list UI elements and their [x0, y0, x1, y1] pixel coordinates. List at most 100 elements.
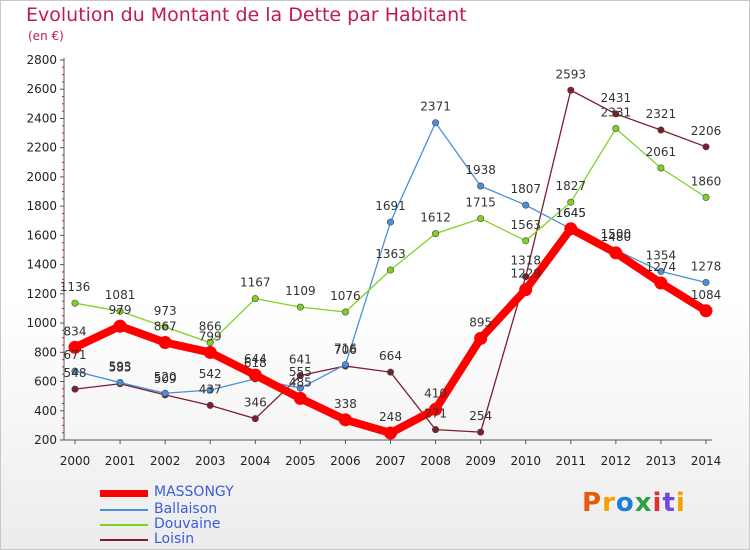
data-label-douvaine: 1612 — [420, 211, 451, 225]
data-label-douvaine: 973 — [154, 304, 177, 318]
data-point-douvaine — [386, 266, 394, 274]
data-label-ballaison: 1645 — [556, 206, 587, 220]
logo-letter: o — [615, 488, 635, 518]
legend-swatch-massongy — [100, 490, 148, 497]
data-label-massongy: 1480 — [601, 230, 632, 244]
x-tick-label: 2006 — [330, 454, 361, 468]
data-point-ballaison — [71, 367, 79, 375]
data-point-douvaine — [206, 339, 214, 347]
data-point-ballaison — [116, 379, 124, 387]
data-point-douvaine — [116, 307, 124, 315]
chart-unit: (en €) — [28, 29, 64, 43]
data-label-ballaison: 1807 — [510, 182, 541, 196]
x-tick-label: 2011 — [556, 454, 587, 468]
data-label-ballaison: 542 — [199, 367, 222, 381]
data-point-loisin — [296, 372, 304, 380]
data-label-ballaison: 1354 — [646, 248, 677, 262]
data-point-massongy — [699, 304, 713, 318]
data-point-loisin — [567, 86, 575, 94]
legend-label-ballaison: Ballaison — [154, 501, 218, 517]
data-label-ballaison: 1278 — [691, 259, 722, 273]
data-point-massongy — [203, 345, 217, 359]
data-point-ballaison — [522, 201, 530, 209]
data-point-douvaine — [567, 198, 575, 206]
data-point-massongy — [113, 319, 127, 333]
y-tick-label: 1600 — [26, 228, 57, 242]
data-label-loisin: 1318 — [510, 254, 541, 268]
data-label-ballaison: 716 — [334, 342, 357, 356]
data-point-douvaine — [702, 193, 710, 201]
data-point-ballaison — [161, 389, 169, 397]
data-label-loisin: 641 — [289, 353, 312, 367]
data-label-ballaison: 1938 — [465, 163, 496, 177]
y-tick-label: 1000 — [26, 316, 57, 330]
data-label-ballaison: 2371 — [420, 100, 451, 114]
logo-letter: i — [675, 488, 686, 518]
data-point-douvaine — [71, 299, 79, 307]
data-label-massongy: 867 — [154, 320, 177, 334]
data-label-loisin: 346 — [244, 396, 267, 410]
data-label-douvaine: 1715 — [465, 196, 496, 210]
data-label-loisin: 509 — [154, 372, 177, 386]
x-tick-label: 2002 — [150, 454, 181, 468]
data-point-massongy — [68, 340, 82, 354]
data-label-douvaine: 1109 — [285, 284, 316, 298]
data-label-loisin: 2431 — [601, 91, 632, 105]
data-point-loisin — [71, 385, 79, 393]
data-label-loisin: 254 — [469, 409, 492, 423]
data-label-ballaison: 593 — [109, 360, 132, 374]
x-tick-label: 2012 — [601, 454, 632, 468]
data-point-douvaine — [341, 308, 349, 316]
data-point-ballaison — [296, 384, 304, 392]
x-tick-label: 2007 — [375, 454, 406, 468]
data-point-ballaison — [657, 267, 665, 275]
data-point-ballaison — [432, 119, 440, 127]
x-tick-label: 2014 — [691, 454, 722, 468]
x-tick-label: 2004 — [240, 454, 271, 468]
data-point-ballaison — [386, 218, 394, 226]
data-label-ballaison: 1500 — [601, 227, 632, 241]
chart-title: Evolution du Montant de la Dette par Hab… — [26, 4, 467, 26]
y-tick-label: 1200 — [26, 287, 57, 301]
data-point-douvaine — [522, 237, 530, 245]
data-point-massongy — [429, 402, 443, 416]
data-label-massongy: 1084 — [691, 288, 722, 302]
data-label-massongy: 1645 — [556, 206, 587, 220]
x-tick-label: 2005 — [285, 454, 316, 468]
data-label-loisin: 664 — [379, 349, 402, 363]
y-tick-label: 600 — [34, 375, 57, 389]
data-label-massongy: 248 — [379, 410, 402, 424]
data-point-massongy — [609, 246, 623, 260]
logo-letter: i — [652, 488, 663, 518]
data-label-loisin: 2321 — [646, 107, 677, 121]
data-label-douvaine: 2061 — [646, 145, 677, 159]
data-point-loisin — [522, 273, 530, 281]
x-tick-label: 2009 — [465, 454, 496, 468]
data-label-douvaine: 1081 — [105, 288, 136, 302]
data-point-loisin — [251, 415, 259, 423]
data-label-loisin: 706 — [334, 343, 357, 357]
data-label-massongy: 1229 — [510, 267, 541, 281]
x-tick-label: 2000 — [60, 454, 91, 468]
data-label-ballaison: 555 — [289, 365, 312, 379]
y-tick-label: 2800 — [26, 53, 57, 67]
data-point-massongy — [474, 331, 488, 345]
x-tick-label: 2008 — [420, 454, 451, 468]
data-point-douvaine — [432, 230, 440, 238]
legend-swatch-loisin — [100, 539, 148, 541]
data-point-ballaison — [477, 182, 485, 190]
data-point-loisin — [477, 428, 485, 436]
y-tick-label: 400 — [34, 404, 57, 418]
data-label-massongy: 895 — [469, 315, 492, 329]
data-point-ballaison — [341, 361, 349, 369]
y-tick-label: 200 — [34, 433, 57, 447]
data-point-douvaine — [612, 125, 620, 133]
data-label-ballaison: 1691 — [375, 199, 406, 213]
data-point-douvaine — [296, 303, 304, 311]
data-label-douvaine: 1076 — [330, 289, 361, 303]
legend-swatch-douvaine — [100, 524, 148, 526]
data-label-douvaine: 1363 — [375, 247, 406, 261]
data-point-massongy — [519, 283, 533, 297]
data-label-loisin: 2593 — [556, 67, 587, 81]
